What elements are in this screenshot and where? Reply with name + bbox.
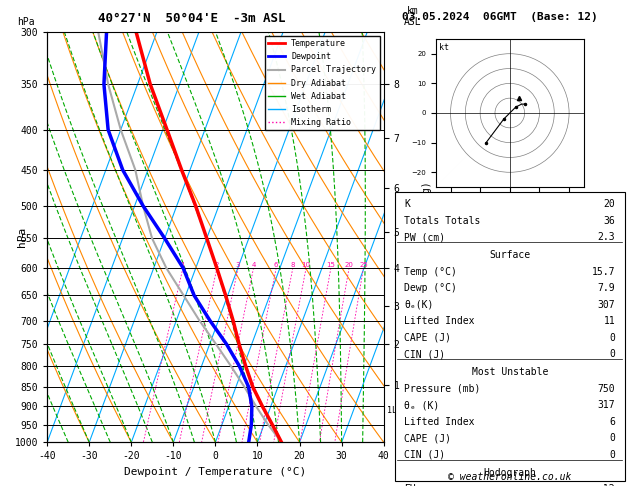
Text: Totals Totals: Totals Totals	[404, 216, 481, 226]
Text: 0: 0	[610, 349, 615, 359]
Text: 1LCL: 1LCL	[387, 406, 407, 415]
Text: Dewp (°C): Dewp (°C)	[404, 283, 457, 293]
Text: K: K	[404, 199, 410, 209]
Text: Temp (°C): Temp (°C)	[404, 267, 457, 277]
Text: Lifted Index: Lifted Index	[404, 417, 475, 427]
Text: 20: 20	[604, 199, 615, 209]
Text: 11: 11	[604, 316, 615, 326]
Text: © weatheronline.co.uk: © weatheronline.co.uk	[448, 472, 571, 482]
Text: 15: 15	[326, 262, 335, 268]
Text: 2: 2	[214, 262, 219, 268]
Text: 6: 6	[274, 262, 279, 268]
X-axis label: Dewpoint / Temperature (°C): Dewpoint / Temperature (°C)	[125, 467, 306, 477]
Text: km
ASL: km ASL	[403, 6, 421, 28]
Text: θₑ (K): θₑ (K)	[404, 400, 440, 410]
Text: PW (cm): PW (cm)	[404, 232, 445, 242]
Text: 0: 0	[610, 433, 615, 443]
Text: 317: 317	[598, 400, 615, 410]
Text: 750: 750	[598, 384, 615, 394]
Text: 40°27'N  50°04'E  -3m ASL: 40°27'N 50°04'E -3m ASL	[98, 12, 286, 25]
Text: 0: 0	[610, 450, 615, 460]
Text: 03.05.2024  06GMT  (Base: 12): 03.05.2024 06GMT (Base: 12)	[402, 12, 598, 22]
Text: 307: 307	[598, 300, 615, 310]
Text: -12: -12	[598, 485, 615, 486]
Text: kt: kt	[438, 43, 448, 52]
Text: Surface: Surface	[489, 250, 530, 260]
Text: 7.9: 7.9	[598, 283, 615, 293]
Text: 25: 25	[359, 262, 368, 268]
Text: 2.3: 2.3	[598, 232, 615, 242]
Text: hPa: hPa	[17, 17, 35, 28]
Text: Hodograph: Hodograph	[483, 468, 537, 478]
Text: Mixing Ratio (g/kg): Mixing Ratio (g/kg)	[423, 181, 432, 293]
Text: 36: 36	[604, 216, 615, 226]
Text: 4: 4	[252, 262, 256, 268]
Text: θₑ(K): θₑ(K)	[404, 300, 433, 310]
FancyBboxPatch shape	[395, 192, 625, 481]
Text: 15.7: 15.7	[592, 267, 615, 277]
Text: Most Unstable: Most Unstable	[472, 367, 548, 377]
Text: Lifted Index: Lifted Index	[404, 316, 475, 326]
Text: CIN (J): CIN (J)	[404, 349, 445, 359]
Text: CAPE (J): CAPE (J)	[404, 333, 451, 343]
Text: 20: 20	[345, 262, 353, 268]
Text: 3: 3	[236, 262, 240, 268]
Text: CIN (J): CIN (J)	[404, 450, 445, 460]
Text: 0: 0	[610, 333, 615, 343]
Text: 10: 10	[301, 262, 311, 268]
Text: hPa: hPa	[17, 227, 27, 247]
Text: Pressure (mb): Pressure (mb)	[404, 384, 481, 394]
Text: 1: 1	[181, 262, 185, 268]
Text: EH: EH	[404, 485, 416, 486]
Text: 6: 6	[610, 417, 615, 427]
Text: 8: 8	[291, 262, 295, 268]
Legend: Temperature, Dewpoint, Parcel Trajectory, Dry Adiabat, Wet Adiabat, Isotherm, Mi: Temperature, Dewpoint, Parcel Trajectory…	[265, 36, 379, 130]
Text: CAPE (J): CAPE (J)	[404, 433, 451, 443]
